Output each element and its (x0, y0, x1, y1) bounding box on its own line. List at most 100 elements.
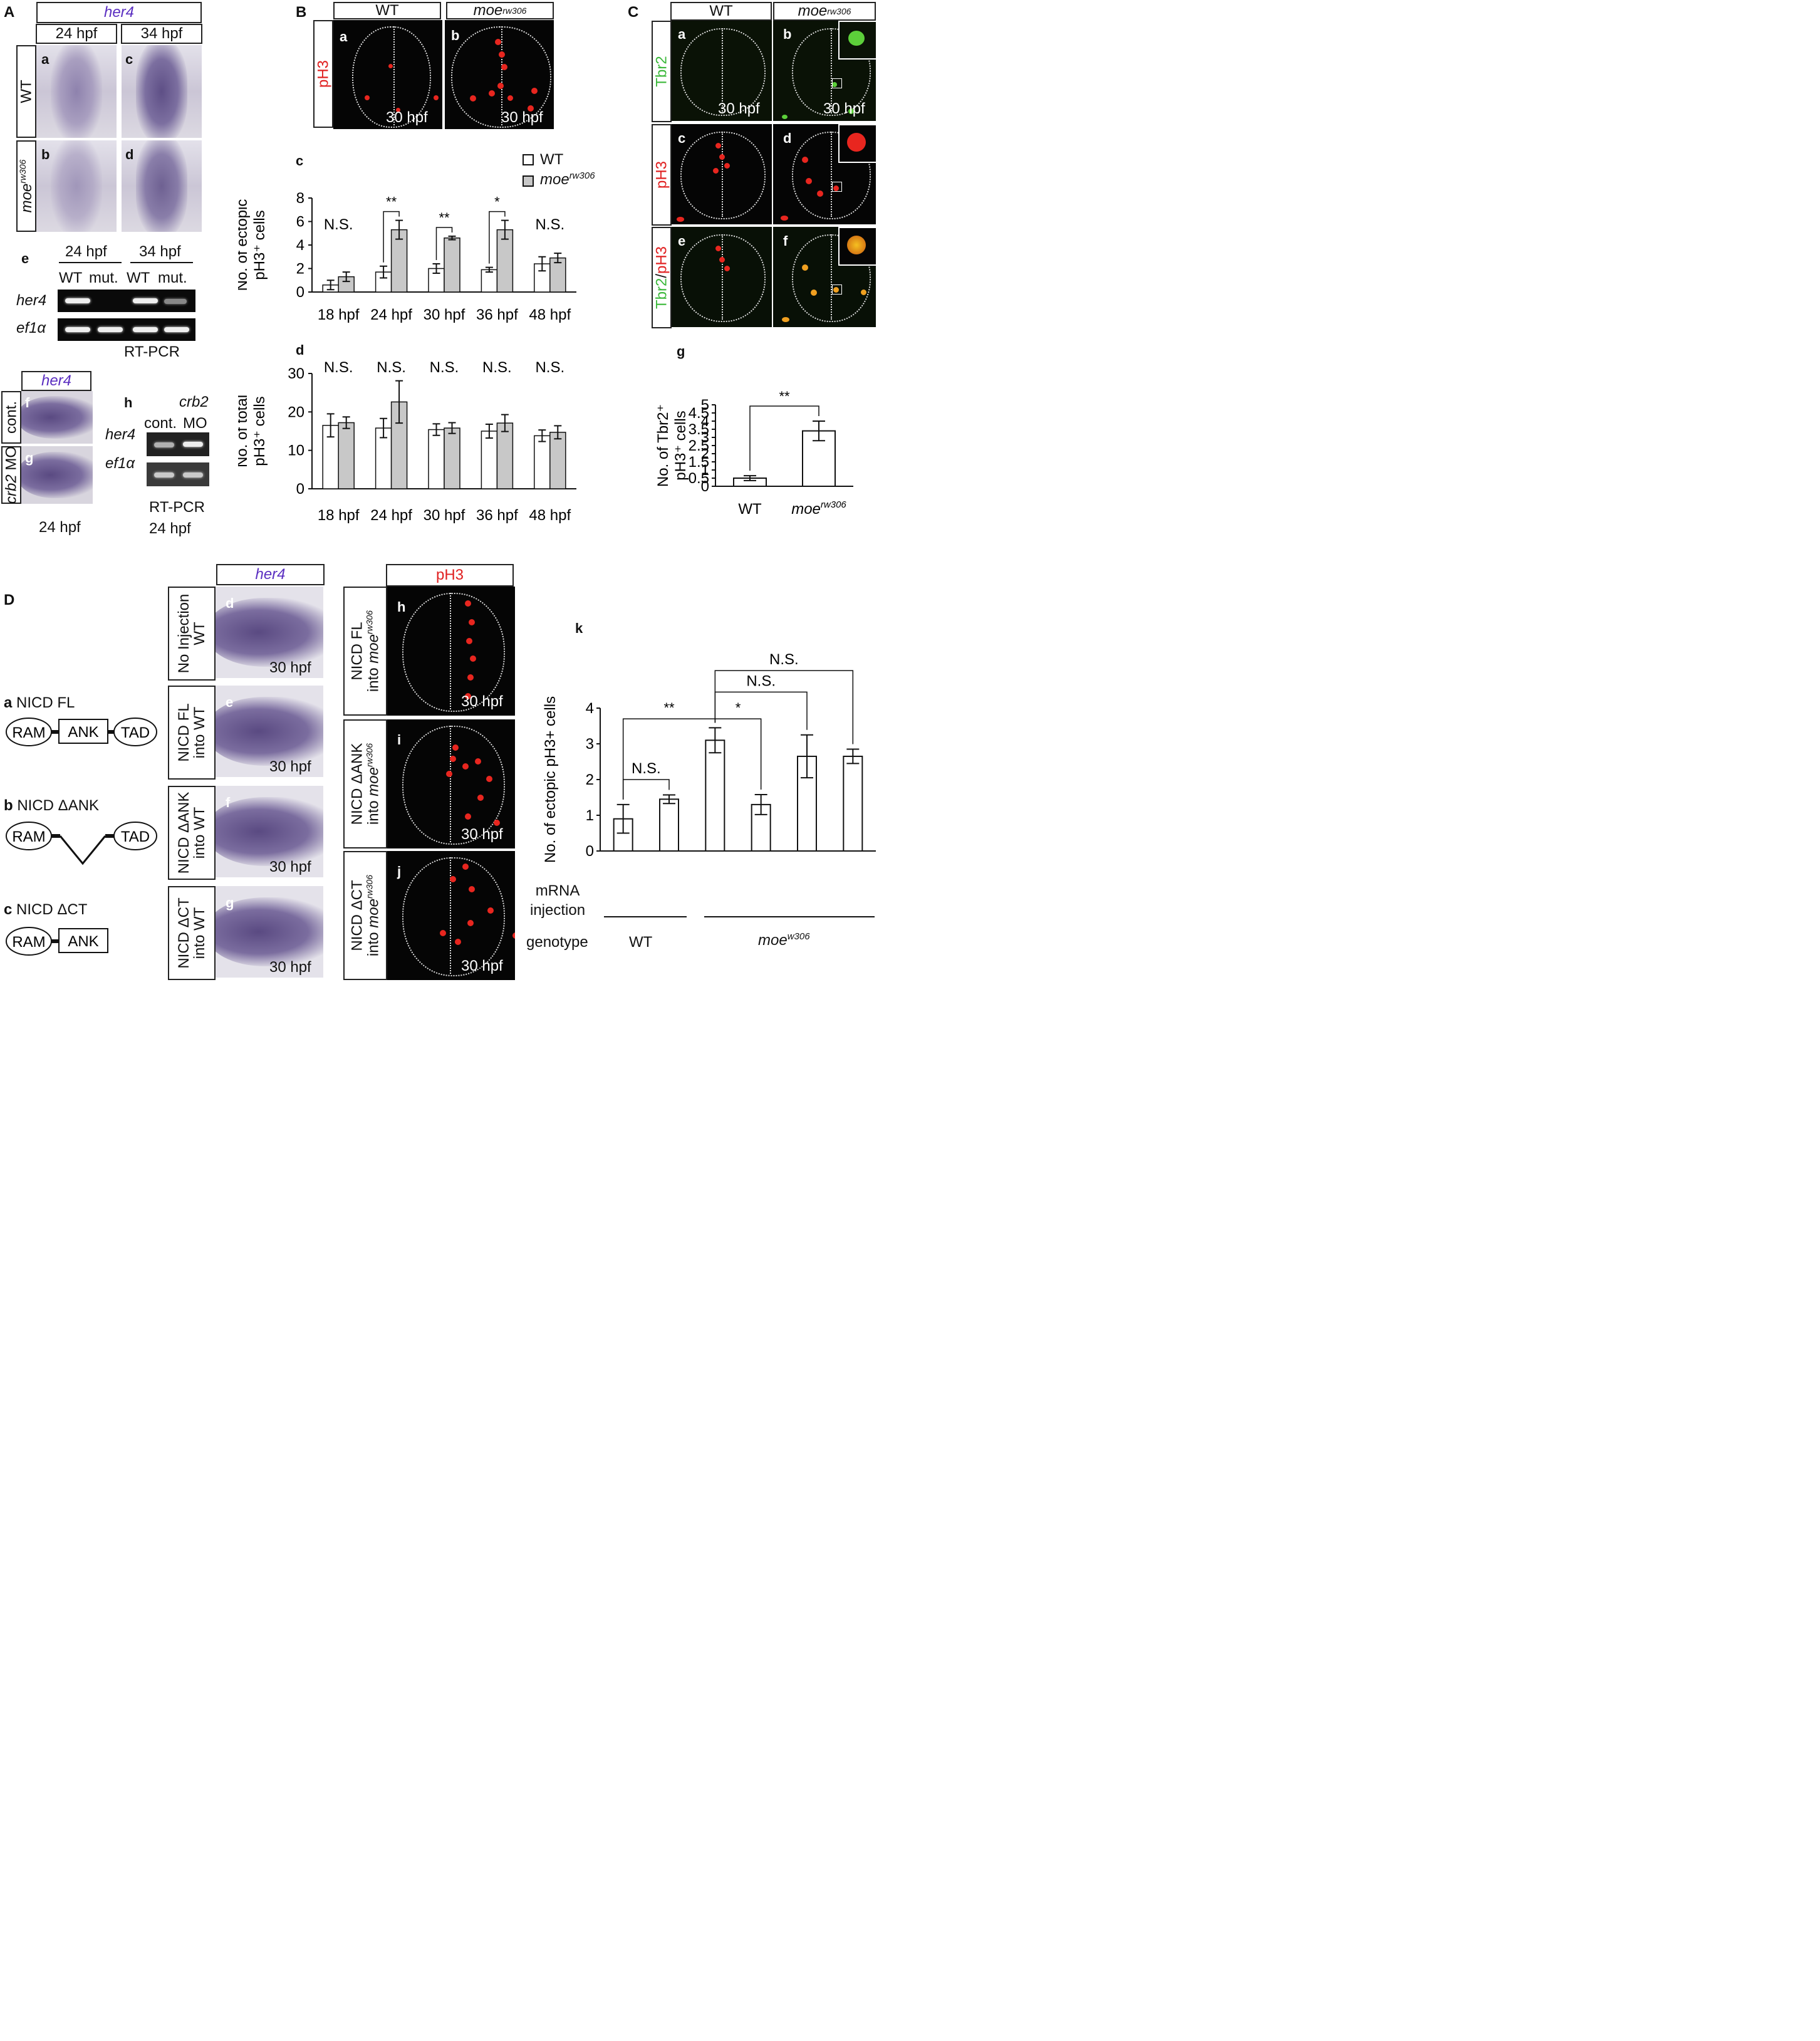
sub-label-f: f (25, 395, 30, 410)
d-ph3-time-j: 30 hpf (461, 958, 503, 974)
gel-lane-mut2: mut. (158, 269, 187, 286)
d-ish-image-g (216, 886, 323, 978)
chart-tbr2-ph3: 00.511.522.533.544.55 WT moerw306 No. of Tb… (655, 389, 853, 518)
fluo-image-cc (672, 124, 772, 224)
bar-wt (428, 429, 445, 489)
significance-label: ** (439, 210, 450, 226)
time-header-34hpf: 34 hpf (121, 24, 202, 44)
domain-ank-a (58, 719, 108, 744)
significance-label: * (494, 194, 500, 210)
gel-h-ef1a (147, 462, 209, 486)
d-ph3-time-h: 30 hpf (461, 693, 503, 710)
fluo-image-cf (773, 227, 876, 327)
d-sub-label-f: f (226, 795, 231, 810)
significance-bracket (383, 211, 400, 263)
bar-moe (390, 229, 408, 293)
significance-label: N.S. (430, 359, 459, 376)
domain-ank-c-text: ANK (68, 933, 98, 950)
link-b-1 (51, 834, 60, 838)
x-tick-label: FL (752, 882, 770, 884)
fluo-image-ca (672, 21, 772, 121)
d-ish-row-label-2: NICD ΔANK into WT (168, 786, 216, 880)
x-tick-label: 24 hpf (370, 306, 412, 323)
ish-image-a (36, 45, 117, 138)
h-caption-rtpcr: RT-PCR (149, 499, 205, 516)
d-sub-label-j: j (397, 864, 402, 879)
domain-ram-c-text: RAM (12, 934, 45, 951)
y-tick-label: 4 (701, 413, 709, 430)
x-tick-label: moerw306 (791, 499, 846, 518)
h-gene-her4: her4 (105, 426, 136, 443)
stain-header-ph3-d: pH3 (386, 564, 514, 587)
construct-b-label: b NICD ΔANK (4, 797, 100, 814)
d-ph3-row-label-1: NICD ΔANK into moerw306 (343, 719, 387, 848)
significance-label: * (736, 700, 741, 716)
row-label-wt: WT (16, 45, 36, 138)
y-tick-label: 4 (586, 700, 594, 717)
y-axis-label: No. of Tbr2⁺pH3⁺ cells (655, 404, 689, 487)
ish-image-c (122, 45, 202, 138)
significance-label: N.S. (535, 359, 564, 376)
d-ish-row-label-3: NICD ΔCT into WT (168, 886, 216, 980)
link-a-2 (108, 730, 115, 734)
significance-label: N.S. (377, 359, 406, 376)
gel-gene-her4: her4 (16, 292, 47, 309)
ish-image-f (21, 391, 93, 444)
significance-label: N.S. (535, 216, 564, 233)
y-tick-label: 4.5 (689, 405, 709, 422)
bar-wt (534, 435, 551, 489)
ish-image-b (36, 140, 117, 232)
domain-ank-a-text: ANK (68, 724, 98, 741)
y-tick-label: 8 (296, 190, 304, 207)
significance-label: N.S. (746, 672, 776, 689)
bar-moe (338, 422, 355, 489)
x-tick-label: 24 hpf (370, 507, 412, 524)
genotype-wt-line (604, 916, 687, 917)
bar-wt (481, 431, 498, 489)
y-axis-label: No. of ectopic pH3+ cells (542, 696, 559, 863)
sub-label-cb: b (783, 26, 792, 42)
x-tick-label: 18 hpf (318, 306, 360, 323)
mrna-label: mRNA injection (530, 882, 586, 919)
sub-label-ba: a (340, 29, 348, 44)
y-tick-label: 3.5 (689, 421, 709, 438)
d-fluo-image-j (387, 851, 515, 980)
sub-label-cf: f (783, 233, 788, 249)
fluo-image-ce (672, 227, 772, 327)
fluo-image-ba (333, 20, 442, 129)
h-gene-ef1a: ef1α (105, 455, 135, 472)
sub-label-bc: c (296, 153, 304, 169)
y-tick-label: 0 (296, 481, 304, 498)
y-tick-label: 3 (586, 736, 594, 753)
significance-label: N.S. (482, 359, 512, 376)
chart-nicd-ectopic-ph3: 0 1 2 3 4 - FL - FL ΔANK ΔCT No. of ectopic pH3+ ce… (542, 651, 876, 884)
fluo-image-cb (773, 21, 876, 121)
time-label-cb: 30 hpf (823, 100, 865, 117)
gel-lane-mut1: mut. (89, 269, 118, 286)
d-ish-row-label-1: NICD FL into WT (168, 686, 216, 780)
construct-a-diagram: RAM ANK TAD (6, 718, 157, 746)
bar (843, 755, 863, 852)
row-label-crb2mo: crb2 MO (1, 446, 21, 504)
y-axis-label: No. of totalpH3⁺ cells (238, 395, 268, 467)
y-tick-label: 10 (288, 442, 304, 459)
row-label-cont: cont. (1, 391, 21, 444)
bar (659, 798, 679, 852)
y-tick-label: 20 (288, 404, 304, 420)
gene-header-her4: her4 (36, 2, 202, 23)
row-label-tbr2: Tbr2 (652, 21, 672, 122)
genotype-moe-line (704, 916, 875, 917)
domain-ank-c (58, 928, 108, 953)
genotype-label: genotype (526, 934, 588, 951)
time-header-24hpf: 24 hpf (36, 24, 117, 44)
col-header-moe-c: moe rw306 (773, 2, 876, 21)
construct-c-label: c NICD ΔCT (4, 901, 88, 918)
d-ish-image-d (216, 587, 323, 678)
panel-letter-c: C (628, 4, 639, 21)
x-tick-label: FL (660, 882, 678, 884)
significance-label: ** (663, 700, 675, 716)
col-header-wt-c: WT (670, 2, 772, 21)
d-ph3-row-label-0: NICD FL into moerw306 (343, 587, 387, 716)
d-ph3-time-i: 30 hpf (461, 826, 503, 843)
chart-ectopic-ph3: 0 2 4 6 8 18 hpf N.S. 24 hpf ** 30 hpf ** 36 hpf * 48… (238, 190, 576, 323)
